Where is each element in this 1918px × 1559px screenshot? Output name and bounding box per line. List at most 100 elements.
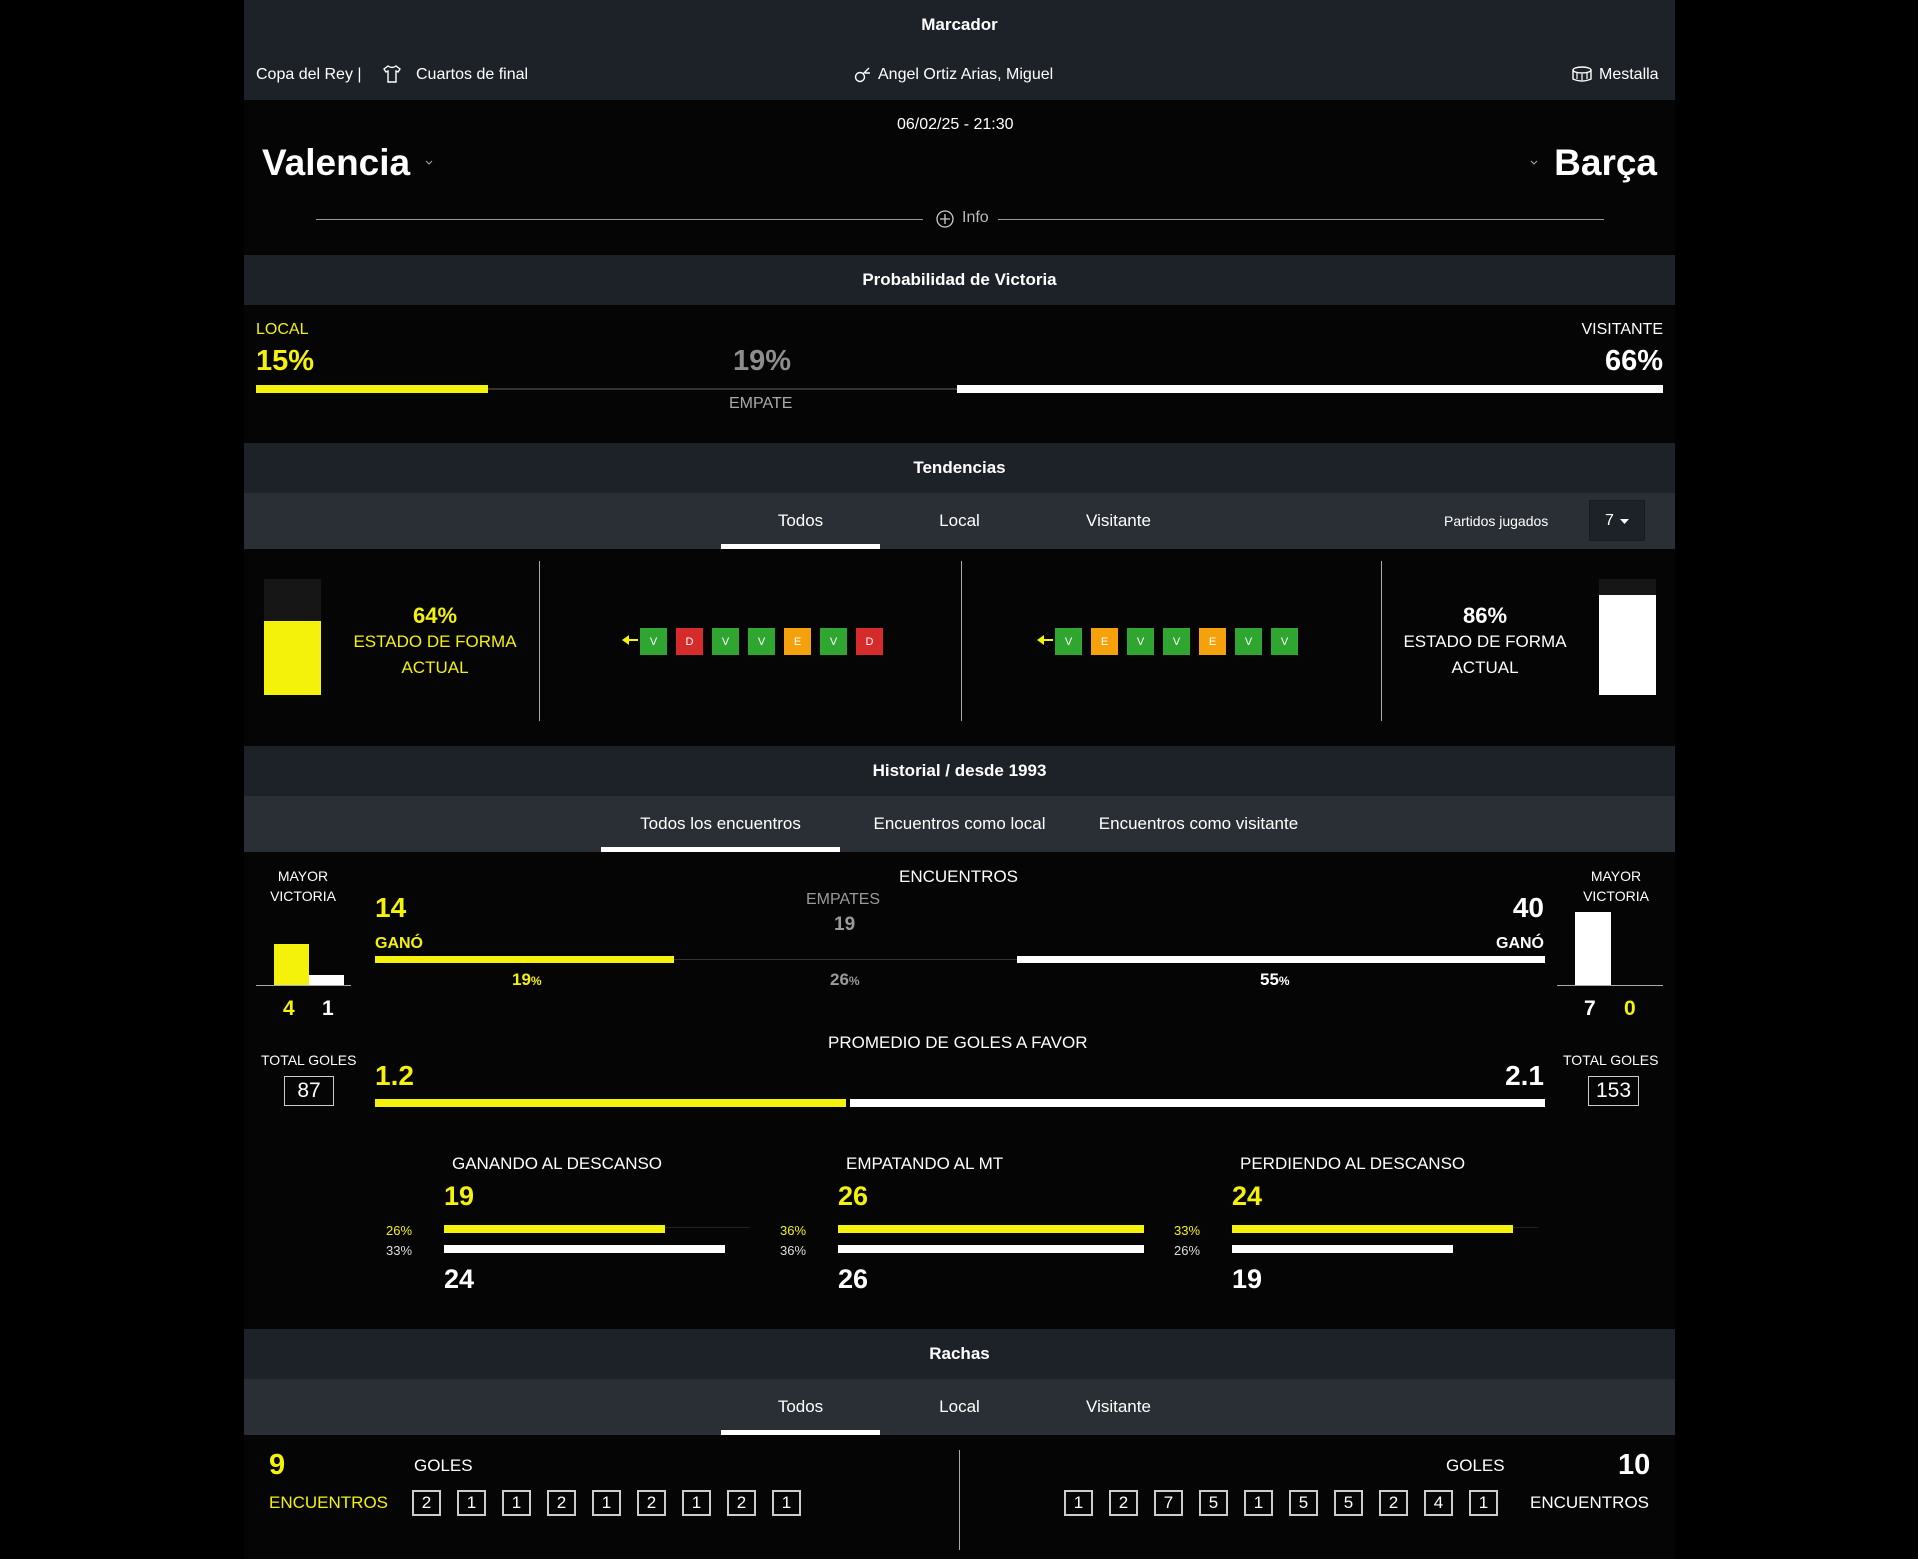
tab-visitante[interactable]: Visitante [1086,1397,1151,1416]
chevron-down-icon[interactable] [424,154,434,172]
away-total-goles-label: TOTAL GOLES [1563,1052,1659,1068]
away-total-goals: 153 [1588,1076,1639,1106]
goal-box: 2 [1109,1490,1138,1516]
probabilidad-body: LOCAL 15% 19% EMPATE VISITANTE 66% [244,305,1675,442]
divider [316,219,923,220]
divider [998,219,1604,220]
home-big-win-score: 4 [283,997,295,1020]
tab-local[interactable]: Local [939,511,980,530]
away-pct: 66% [1604,345,1663,377]
result-badge: E [1199,628,1226,655]
goal-box: 5 [1289,1490,1318,1516]
draw-pct-value: 26 [830,970,849,989]
goal-box: 1 [1244,1490,1273,1516]
mayor-label: MAYOR [1590,868,1642,884]
goal-box: 1 [772,1490,801,1516]
descanso-home-pct: 33% [1174,1223,1201,1238]
caret-down-icon [1619,512,1629,530]
away-avg-bar [850,1099,1545,1107]
plus-circle-icon[interactable] [935,209,955,234]
arrow-left-icon [622,633,638,651]
home-mayor-victoria-label: MAYOR VICTORIA [256,866,350,906]
away-win-pct-value: 55 [1260,970,1279,989]
descanso-home-value: 26 [838,1181,869,1211]
goal-box: 1 [1469,1490,1498,1516]
goal-box: 2 [547,1490,576,1516]
away-form-pct: 86% [1462,603,1508,628]
home-total-goals: 87 [284,1076,334,1106]
away-big-win-score: 7 [1584,997,1596,1020]
wins-track [375,959,1545,960]
probabilidad-header: Probabilidad de Victoria [244,255,1675,305]
away-prob-bar [957,385,1663,393]
away-form-bar [1599,595,1656,695]
probabilidad-title: Probabilidad de Victoria [862,270,1057,289]
descanso-label: PERDIENDO AL DESCANSO [1240,1154,1466,1173]
goal-box: 2 [637,1490,666,1516]
referee-label: Angel Ortiz Arias, Miguel [878,66,1054,83]
baseline [1557,985,1663,986]
result-badge: V [1235,628,1262,655]
victoria-label: VICTORIA [1583,888,1649,904]
goal-box: 2 [727,1490,756,1516]
away-big-win-bar [1575,912,1611,985]
divider [1381,561,1382,721]
match-datetime: 06/02/25 - 21:30 [897,116,1014,133]
score-area: 06/02/25 - 21:30 Valencia Barça Info [244,100,1675,248]
result-badge: V [748,628,775,655]
descanso-home-pct: 26% [386,1223,413,1238]
home-goles-label: GOLES [414,1456,473,1475]
home-avg: 1.2 [375,1060,414,1091]
away-form-label: ESTADO DE FORMA [1403,632,1567,651]
home-big-win-conceded-bar [309,975,344,985]
tendencias-title: Tendencias [913,458,1006,477]
pct-sign: % [1278,974,1290,988]
away-wins-label: GANÓ [1496,935,1544,952]
home-wins: 14 [375,892,407,923]
home-big-win-conceded: 1 [322,997,334,1020]
away-team-name[interactable]: Barça [1554,142,1657,183]
baseline [256,985,351,986]
descanso-away-value: 24 [444,1264,475,1294]
descanso-away-pct: 36% [780,1243,807,1258]
match-meta-bar: Copa del Rey | Cuartos de final Angel Or… [244,50,1675,100]
competition-label[interactable]: Copa del Rey | [256,66,362,83]
partidos-select[interactable]: 7 [1589,500,1645,541]
result-badge: V [1163,628,1190,655]
info-toggle[interactable]: Info [962,209,989,226]
result-badge: V [1271,628,1298,655]
descanso-home-value: 24 [1232,1181,1263,1211]
historial-tabs: Todos los encuentros Encuentros como loc… [244,796,1675,852]
tab-todos-encuentros[interactable]: Todos los encuentros [601,796,840,852]
result-badge: E [784,628,811,655]
home-big-win-bar [274,944,309,985]
descanso-home-pct: 36% [780,1223,807,1238]
result-badge: V [640,628,667,655]
result-badge: E [1091,628,1118,655]
tendencias-header: Tendencias [244,443,1675,493]
descanso-away-bar [838,1245,1144,1253]
tab-encuentros-local[interactable]: Encuentros como local [873,814,1046,833]
local-pct: 15% [256,345,315,377]
historial-header: Historial / desde 1993 [244,746,1675,796]
away-wins: 40 [1512,892,1544,923]
descanso-home-value: 19 [444,1181,475,1211]
home-streak-count: 9 [269,1449,286,1481]
home-avg-bar [375,1099,846,1107]
tab-visitante[interactable]: Visitante [1086,511,1151,530]
tab-todos[interactable]: Todos [721,493,880,549]
round-label[interactable]: Cuartos de final [416,66,529,83]
away-avg: 2.1 [1505,1060,1544,1091]
pct-sign: % [530,974,542,988]
tab-encuentros-visitante[interactable]: Encuentros como visitante [1098,814,1299,833]
home-team-name[interactable]: Valencia [262,142,411,183]
tab-todos[interactable]: Todos [721,1379,880,1435]
home-form-label: ESTADO DE FORMA [353,632,517,651]
empates-label: EMPATES [806,891,881,908]
tab-local[interactable]: Local [939,1397,980,1416]
away-form-text: 86% ESTADO DE FORMA ACTUAL [1394,603,1576,681]
chevron-down-icon[interactable] [1529,154,1539,172]
